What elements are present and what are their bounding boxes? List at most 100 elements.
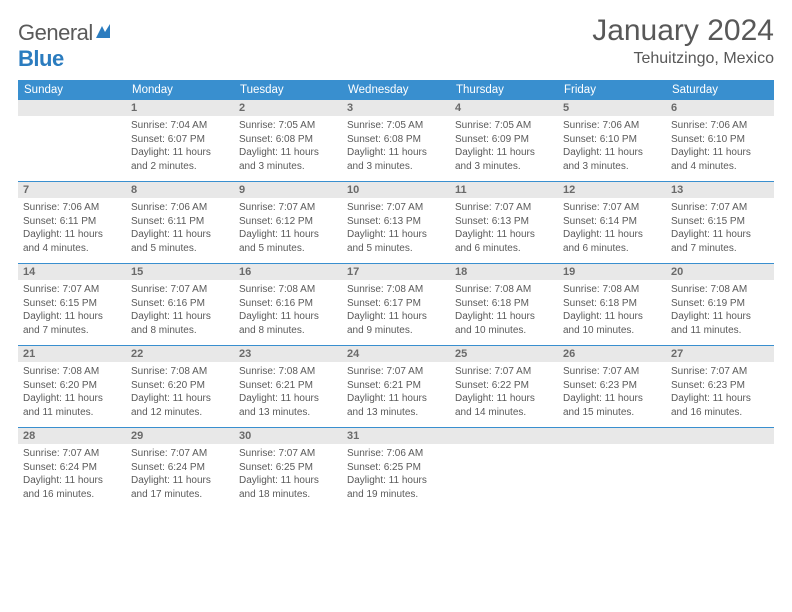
sunrise-text: Sunrise: 7:06 AM (563, 119, 661, 133)
day-content-row: Sunrise: 7:06 AMSunset: 6:11 PMDaylight:… (18, 198, 774, 264)
sunrise-text: Sunrise: 7:08 AM (455, 283, 553, 297)
daylight-text: and 9 minutes. (347, 324, 445, 338)
sunset-text: Sunset: 6:18 PM (455, 297, 553, 311)
dow-wed: Wednesday (342, 80, 450, 100)
day-cell: Sunrise: 7:07 AMSunset: 6:22 PMDaylight:… (450, 362, 558, 428)
day-number: 28 (18, 428, 126, 445)
day-cell: Sunrise: 7:04 AMSunset: 6:07 PMDaylight:… (126, 116, 234, 182)
day-number: 25 (450, 346, 558, 363)
sunrise-text: Sunrise: 7:08 AM (131, 365, 229, 379)
day-number: 9 (234, 182, 342, 199)
sunrise-text: Sunrise: 7:07 AM (671, 201, 769, 215)
daylight-text: Daylight: 11 hours (347, 310, 445, 324)
sunrise-text: Sunrise: 7:06 AM (131, 201, 229, 215)
sunrise-text: Sunrise: 7:07 AM (239, 201, 337, 215)
daylight-text: and 8 minutes. (239, 324, 337, 338)
sunset-text: Sunset: 6:16 PM (131, 297, 229, 311)
daylight-text: Daylight: 11 hours (131, 310, 229, 324)
sunset-text: Sunset: 6:24 PM (23, 461, 121, 475)
day-number: 6 (666, 100, 774, 116)
daylight-text: and 10 minutes. (563, 324, 661, 338)
daylight-text: and 4 minutes. (23, 242, 121, 256)
sunrise-text: Sunrise: 7:07 AM (131, 283, 229, 297)
day-number: 24 (342, 346, 450, 363)
header: General Blue January 2024 Tehuitzingo, M… (18, 14, 774, 72)
day-number: 3 (342, 100, 450, 116)
day-cell (18, 116, 126, 182)
daylight-text: and 16 minutes. (23, 488, 121, 502)
daylight-text: and 14 minutes. (455, 406, 553, 420)
sunrise-text: Sunrise: 7:08 AM (671, 283, 769, 297)
daylight-text: Daylight: 11 hours (239, 228, 337, 242)
day-number: 19 (558, 264, 666, 281)
sunrise-text: Sunrise: 7:07 AM (131, 447, 229, 461)
sunrise-text: Sunrise: 7:07 AM (23, 283, 121, 297)
daylight-text: and 6 minutes. (563, 242, 661, 256)
dow-mon: Monday (126, 80, 234, 100)
day-cell: Sunrise: 7:07 AMSunset: 6:13 PMDaylight:… (450, 198, 558, 264)
daylight-text: and 15 minutes. (563, 406, 661, 420)
daylight-text: Daylight: 11 hours (563, 146, 661, 160)
daylight-text: Daylight: 11 hours (671, 392, 769, 406)
day-number: 11 (450, 182, 558, 199)
day-cell: Sunrise: 7:06 AMSunset: 6:11 PMDaylight:… (18, 198, 126, 264)
day-cell: Sunrise: 7:08 AMSunset: 6:17 PMDaylight:… (342, 280, 450, 346)
sunrise-text: Sunrise: 7:07 AM (455, 201, 553, 215)
day-cell (666, 444, 774, 509)
sunrise-text: Sunrise: 7:05 AM (239, 119, 337, 133)
daylight-text: Daylight: 11 hours (563, 310, 661, 324)
daynum-row: 123456 (18, 100, 774, 116)
day-content-row: Sunrise: 7:04 AMSunset: 6:07 PMDaylight:… (18, 116, 774, 182)
sunrise-text: Sunrise: 7:07 AM (23, 447, 121, 461)
day-cell (558, 444, 666, 509)
location-subtitle: Tehuitzingo, Mexico (592, 50, 774, 68)
day-cell: Sunrise: 7:08 AMSunset: 6:20 PMDaylight:… (18, 362, 126, 428)
day-number: 1 (126, 100, 234, 116)
daylight-text: Daylight: 11 hours (239, 392, 337, 406)
sunset-text: Sunset: 6:10 PM (563, 133, 661, 147)
daylight-text: and 4 minutes. (671, 160, 769, 174)
day-number: 21 (18, 346, 126, 363)
day-cell (450, 444, 558, 509)
daylight-text: and 13 minutes. (347, 406, 445, 420)
sunset-text: Sunset: 6:10 PM (671, 133, 769, 147)
day-cell: Sunrise: 7:07 AMSunset: 6:15 PMDaylight:… (18, 280, 126, 346)
dow-fri: Friday (558, 80, 666, 100)
day-cell: Sunrise: 7:07 AMSunset: 6:23 PMDaylight:… (666, 362, 774, 428)
sunset-text: Sunset: 6:08 PM (347, 133, 445, 147)
daylight-text: Daylight: 11 hours (23, 310, 121, 324)
sunset-text: Sunset: 6:23 PM (563, 379, 661, 393)
day-number (558, 428, 666, 445)
sunrise-text: Sunrise: 7:04 AM (131, 119, 229, 133)
sunset-text: Sunset: 6:21 PM (347, 379, 445, 393)
daylight-text: and 10 minutes. (455, 324, 553, 338)
daylight-text: and 5 minutes. (347, 242, 445, 256)
day-cell: Sunrise: 7:07 AMSunset: 6:21 PMDaylight:… (342, 362, 450, 428)
sunset-text: Sunset: 6:20 PM (23, 379, 121, 393)
day-number (18, 100, 126, 116)
daylight-text: Daylight: 11 hours (347, 228, 445, 242)
sunrise-text: Sunrise: 7:06 AM (347, 447, 445, 461)
daylight-text: and 18 minutes. (239, 488, 337, 502)
sunset-text: Sunset: 6:25 PM (347, 461, 445, 475)
sunrise-text: Sunrise: 7:07 AM (347, 365, 445, 379)
day-number: 22 (126, 346, 234, 363)
dow-tue: Tuesday (234, 80, 342, 100)
day-number: 4 (450, 100, 558, 116)
daylight-text: and 13 minutes. (239, 406, 337, 420)
day-number: 14 (18, 264, 126, 281)
sunrise-text: Sunrise: 7:06 AM (671, 119, 769, 133)
sunset-text: Sunset: 6:11 PM (23, 215, 121, 229)
day-number: 8 (126, 182, 234, 199)
sunset-text: Sunset: 6:23 PM (671, 379, 769, 393)
sunset-text: Sunset: 6:15 PM (23, 297, 121, 311)
day-cell: Sunrise: 7:08 AMSunset: 6:18 PMDaylight:… (450, 280, 558, 346)
daylight-text: and 2 minutes. (131, 160, 229, 174)
sunrise-text: Sunrise: 7:06 AM (23, 201, 121, 215)
daylight-text: Daylight: 11 hours (455, 146, 553, 160)
day-cell: Sunrise: 7:08 AMSunset: 6:21 PMDaylight:… (234, 362, 342, 428)
sunrise-text: Sunrise: 7:08 AM (23, 365, 121, 379)
brand-part1: General (18, 20, 93, 45)
day-content-row: Sunrise: 7:07 AMSunset: 6:24 PMDaylight:… (18, 444, 774, 509)
day-cell: Sunrise: 7:07 AMSunset: 6:23 PMDaylight:… (558, 362, 666, 428)
